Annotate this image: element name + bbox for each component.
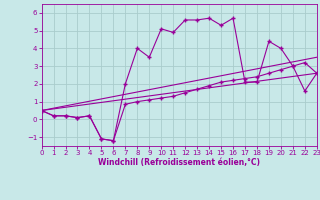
- X-axis label: Windchill (Refroidissement éolien,°C): Windchill (Refroidissement éolien,°C): [98, 158, 260, 167]
